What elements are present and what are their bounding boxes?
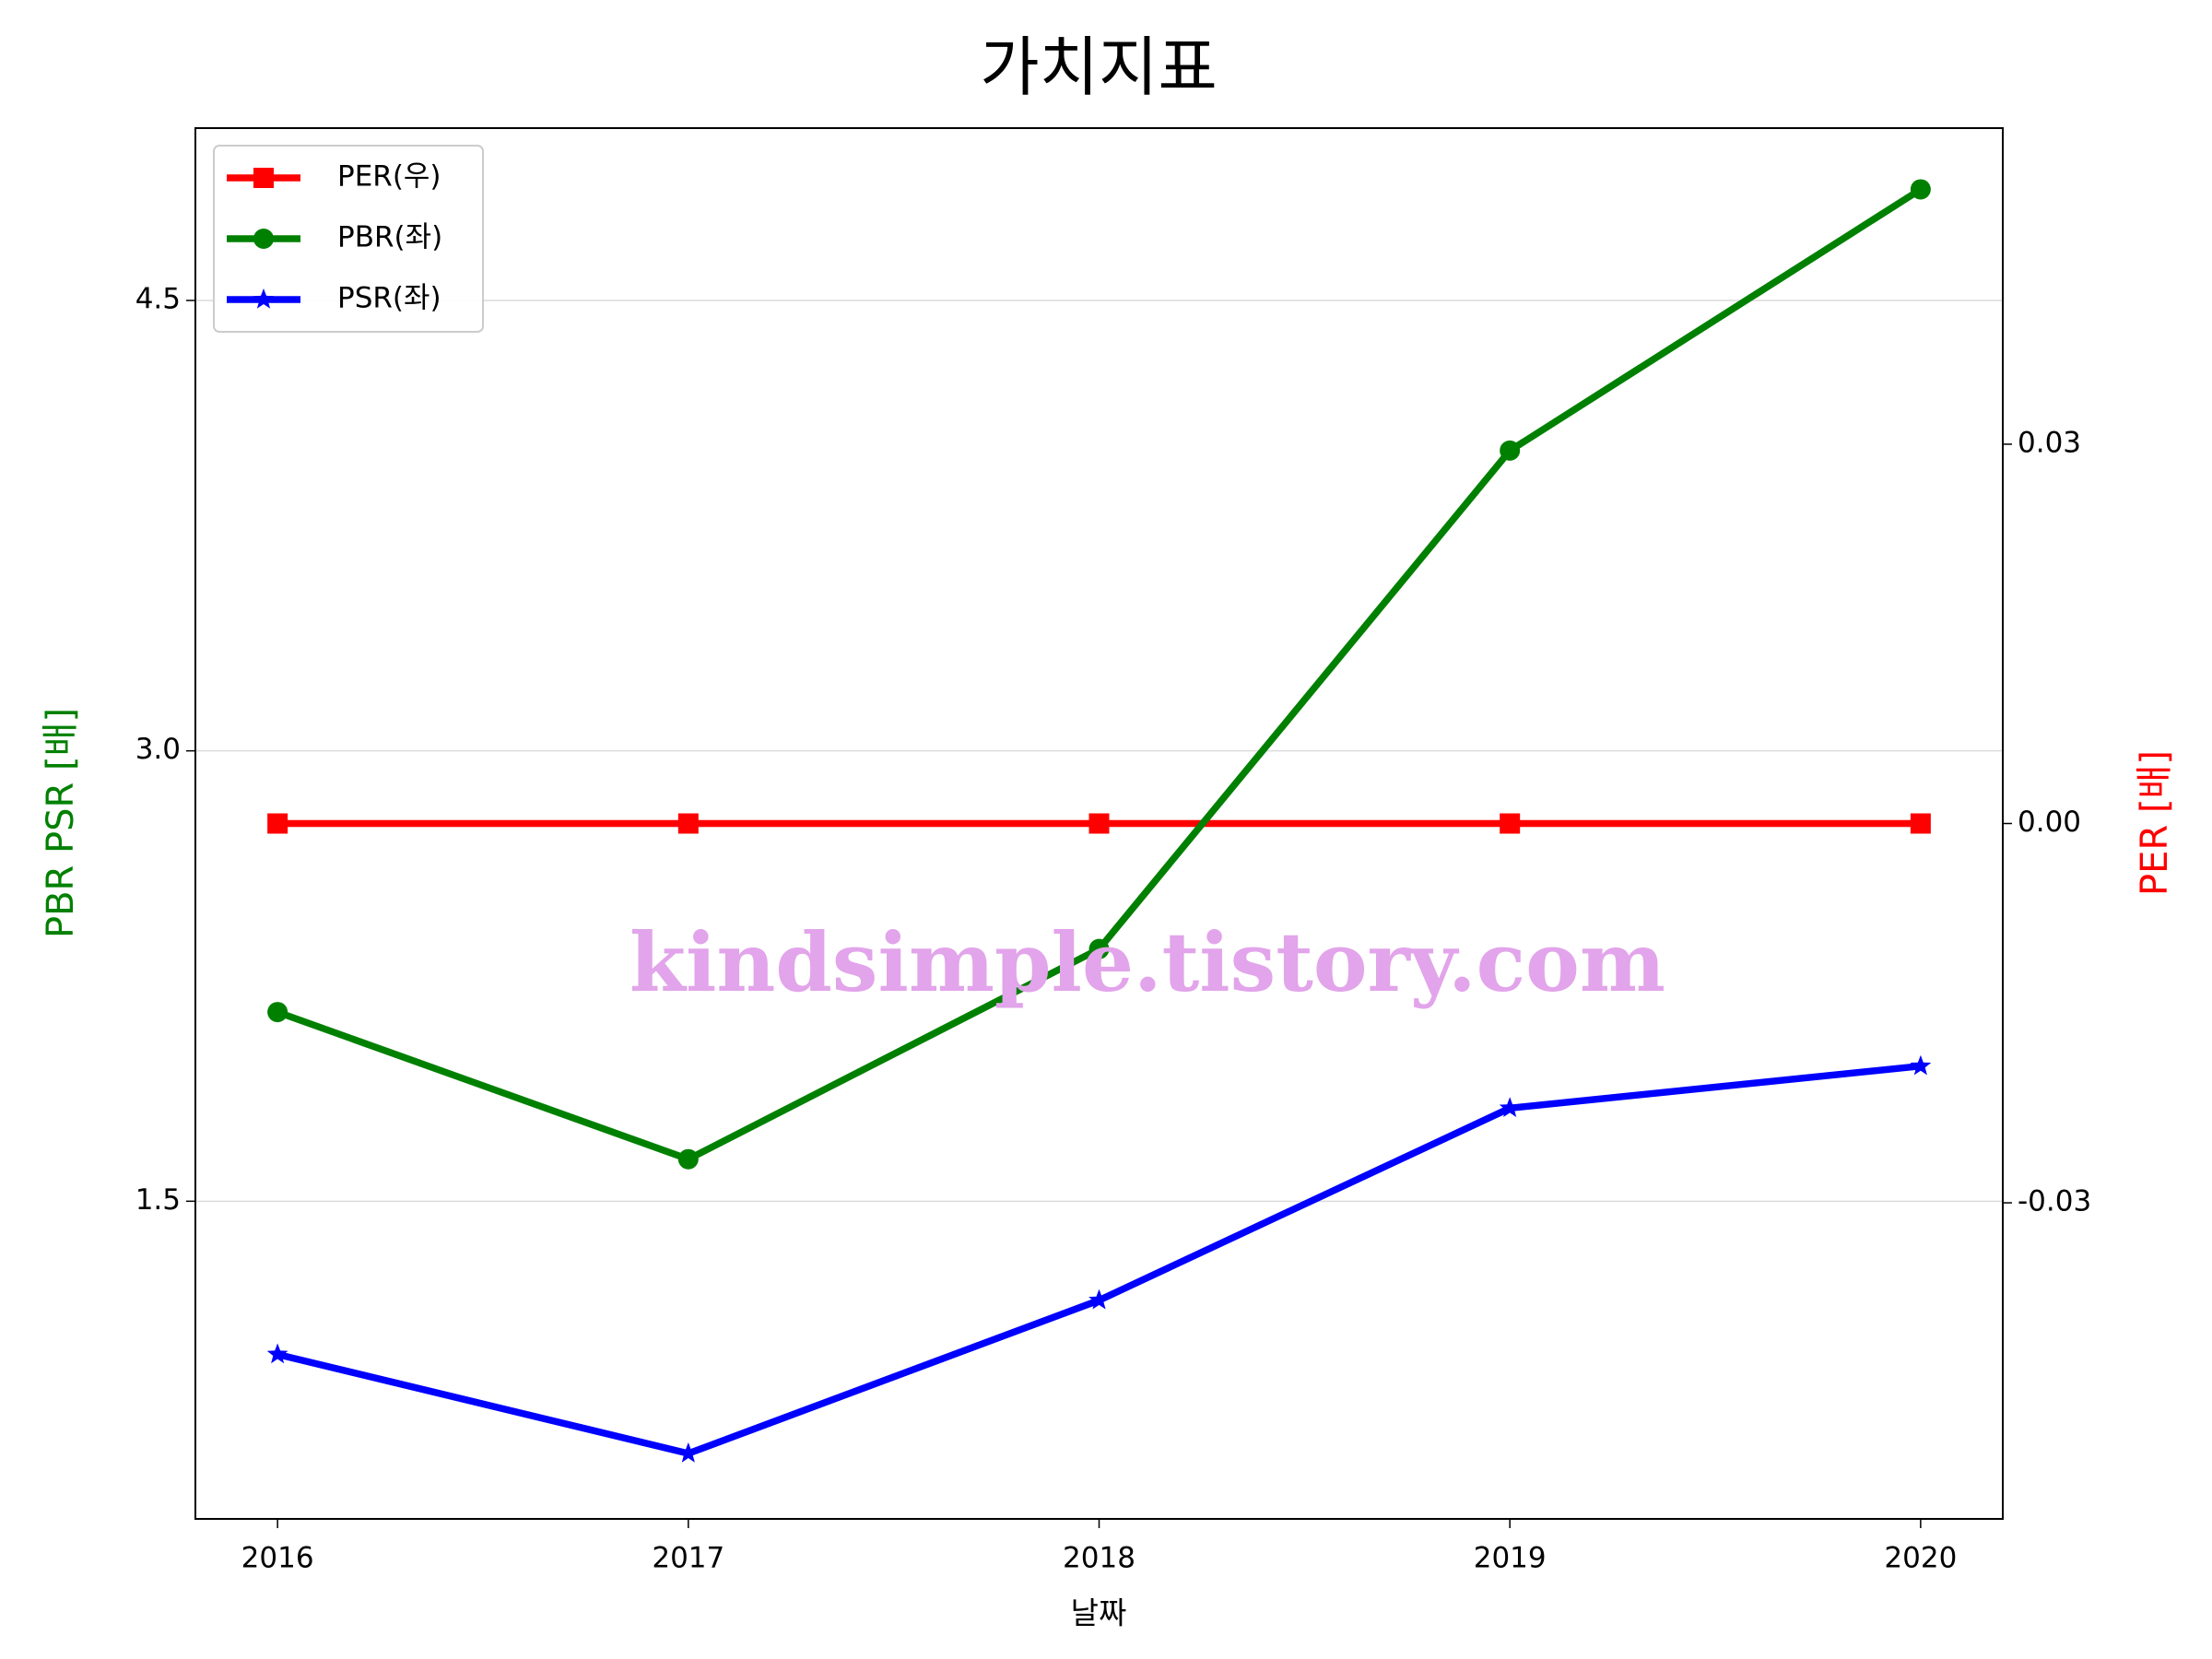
y-tick-label: 4.5 [135, 282, 181, 315]
legend-marker [253, 229, 274, 249]
chart-title: 가치지표 [980, 29, 1218, 105]
legend-label: PER(우) [337, 160, 441, 194]
legend: PER(우) PBR(좌) PSR(좌) [213, 145, 484, 333]
x-tick-label: 2020 [1884, 1542, 1957, 1575]
legend-label: PSR(좌) [337, 282, 441, 315]
marker [267, 813, 288, 834]
y-axis-label: PBR PSR [배] [40, 708, 82, 938]
y2-tick-label: 0.03 [2018, 426, 2081, 459]
marker [1088, 1288, 1110, 1310]
marker [677, 813, 699, 834]
x-axis-label: 날짜 [1071, 1595, 1127, 1631]
y-tick-label: 1.5 [135, 1183, 181, 1217]
marker [1500, 813, 1521, 834]
legend-marker [253, 288, 275, 309]
y-tick-label: 3.0 [135, 733, 181, 766]
marker [1088, 813, 1110, 834]
marker [1910, 179, 1931, 200]
marker [1499, 1097, 1521, 1117]
marker [1910, 1054, 1932, 1076]
x-tick-label: 2017 [652, 1542, 724, 1575]
marker [677, 1148, 699, 1170]
x-tick-label: 2018 [1063, 1542, 1135, 1575]
marker [677, 1442, 700, 1463]
x-tick-label: 2016 [241, 1542, 314, 1575]
x-tick-label: 2019 [1474, 1542, 1547, 1575]
watermark: kindsimple.tistory.com [629, 914, 1665, 1010]
marker [1088, 938, 1110, 959]
legend-box [213, 145, 484, 333]
plot-frame [194, 127, 2004, 1520]
marker [1910, 813, 1931, 834]
marker [1500, 440, 1521, 461]
legend-label: PBR(좌) [337, 221, 442, 254]
marker [267, 1002, 288, 1023]
y2-axis-label: PER [배] [2134, 750, 2176, 896]
legend-marker [253, 168, 274, 188]
y2-tick-label: 0.00 [2018, 806, 2081, 839]
marker [266, 1343, 288, 1364]
y2-tick-label: -0.03 [2018, 1185, 2091, 1218]
